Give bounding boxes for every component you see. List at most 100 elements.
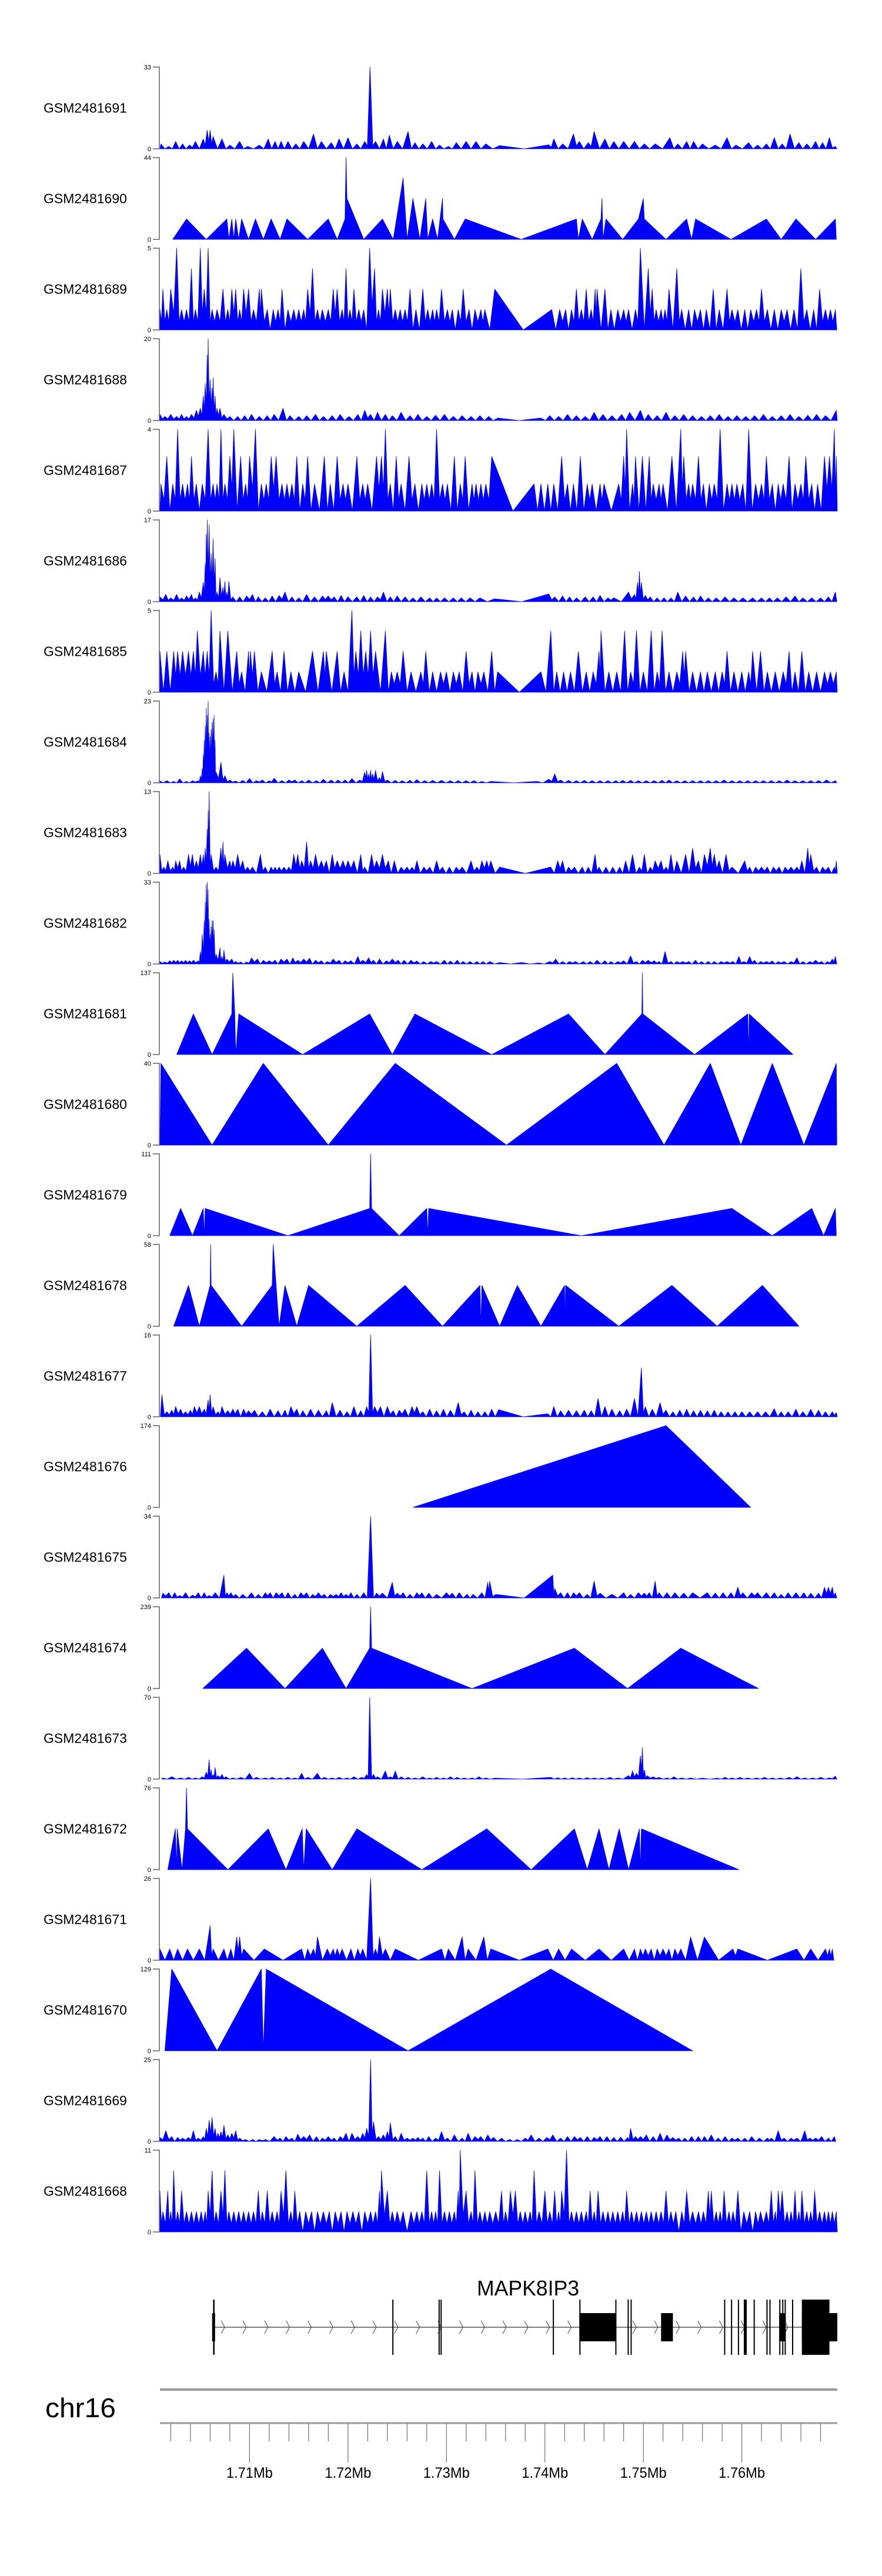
y-axis-max-label: 5 (148, 608, 151, 615)
y-axis-min-label: 0 (148, 1233, 151, 1240)
y-axis-max-label: 23 (144, 698, 151, 705)
strand-arrow-icon (480, 2320, 485, 2334)
track-label: GSM2481691 (44, 101, 127, 116)
track-y-axis (153, 1878, 160, 1961)
y-axis-min-label: 0 (148, 418, 151, 425)
track-y-axis (153, 2059, 160, 2142)
track-y-axis (153, 338, 160, 421)
coverage-area (159, 429, 838, 512)
track-y-axis (153, 700, 160, 783)
track-label: GSM2481673 (44, 1731, 127, 1746)
track-gsm2481668: GSM2481668 11 0 (44, 2147, 838, 2236)
exon-line (579, 2300, 581, 2355)
track-label: GSM2481685 (44, 644, 127, 659)
coverage-area (176, 972, 794, 1055)
y-axis-max-label: 25 (144, 2057, 151, 2064)
coverage-area (169, 1153, 837, 1236)
strand-arrow-icon (719, 2320, 723, 2334)
track-y-axis (153, 157, 160, 240)
track-label: GSM2481683 (44, 825, 127, 840)
y-axis-max-label: 4 (148, 426, 151, 433)
track-gsm2481688: GSM2481688 20 0 (44, 336, 838, 425)
track-label: GSM2481677 (44, 1369, 127, 1384)
y-axis-max-label: 76 (144, 1785, 151, 1792)
coverage-area (159, 1878, 834, 1961)
y-axis-max-label: 137 (141, 970, 151, 977)
coverage-area (160, 1334, 838, 1417)
coverage-area (161, 1516, 837, 1599)
track-label: GSM2481680 (44, 1097, 127, 1112)
track-label: GSM2481690 (44, 191, 127, 206)
exon-line (213, 2300, 215, 2355)
y-axis-max-label: 58 (144, 1242, 151, 1249)
y-axis-max-label: 34 (144, 1513, 151, 1520)
exon-line (791, 2300, 793, 2355)
strand-arrow-icon (697, 2320, 702, 2334)
y-axis-max-label: 44 (144, 155, 151, 162)
gene-name-label: MAPK8IP3 (477, 2276, 579, 2300)
y-axis-min-label: 0 (148, 508, 151, 515)
x-tick-label: 1.71Mb (226, 2465, 273, 2481)
y-axis-min-label: 0 (148, 1323, 151, 1330)
track-label: GSM2481682 (44, 916, 127, 931)
track-y-axis (153, 1968, 160, 2051)
track-y-axis (153, 519, 160, 602)
y-axis-min-label: 0 (148, 870, 151, 877)
track-y-axis (153, 791, 160, 874)
y-axis-min-label: 0 (148, 689, 151, 696)
x-tick-label: 1.72Mb (325, 2465, 371, 2481)
track-label: GSM2481674 (44, 1640, 127, 1656)
x-tick-label: 1.74Mb (522, 2465, 568, 2481)
coverage-area (159, 338, 838, 421)
gene-track: MAPK8IP3 (212, 2276, 837, 2355)
exon-line (438, 2300, 440, 2355)
coverage-area (159, 66, 837, 149)
exon-line (615, 2300, 617, 2355)
exon-line (779, 2300, 781, 2355)
strand-arrow-icon (286, 2320, 290, 2334)
coverage-area (173, 1244, 800, 1327)
track-gsm2481671: GSM2481671 26 0 (44, 1876, 834, 1964)
strand-arrow-icon (502, 2320, 507, 2334)
track-y-axis (153, 1516, 160, 1599)
y-axis-min-label: 0 (148, 1142, 151, 1149)
strand-arrow-icon (524, 2320, 529, 2334)
y-axis-min-label: 0 (148, 2138, 151, 2145)
track-label: GSM2481672 (44, 1821, 127, 1837)
coverage-area (412, 1425, 751, 1508)
exon-line (737, 2300, 739, 2355)
genome-axis: chr16 1.71Mb 1.72Mb 1.73Mb 1.74Mb 1.75Mb 1.76… (45, 2388, 837, 2481)
y-axis-max-label: 16 (144, 1332, 151, 1339)
y-axis-min-label: 0 (148, 1504, 151, 1511)
track-y-axis (153, 1697, 160, 1780)
track-label: GSM2481676 (44, 1459, 127, 1474)
y-axis-max-label: 13 (144, 789, 151, 796)
exon-block (801, 2313, 837, 2341)
track-gsm2481677: GSM2481677 16 0 (44, 1332, 838, 1421)
track-y-axis (153, 1787, 160, 1870)
track-label: GSM2481668 (44, 2184, 127, 2199)
track-y-axis (153, 1244, 160, 1327)
strand-arrow-icon (394, 2320, 399, 2334)
track-gsm2481685: GSM2481685 5 0 (44, 608, 838, 696)
y-axis-max-label: 70 (144, 1694, 151, 1701)
exon-line (392, 2300, 394, 2355)
coverage-area (159, 2059, 836, 2142)
y-axis-min-label: 0 (148, 327, 151, 334)
track-y-axis (153, 972, 160, 1055)
track-label: GSM2481688 (44, 372, 127, 388)
coverage-area (167, 1787, 739, 1870)
track-gsm2481676: GSM2481676 174 0 (44, 1423, 751, 1511)
y-axis-min-label: 0 (148, 236, 151, 243)
track-label: GSM2481684 (44, 735, 127, 750)
exon-line (769, 2300, 771, 2355)
y-axis-max-label: 17 (144, 517, 151, 524)
strand-arrow-icon (242, 2320, 247, 2334)
y-axis-max-label: 20 (144, 336, 151, 343)
track-gsm2481680: GSM2481680 40 0 (44, 1060, 837, 1149)
y-axis-min-label: 0 (148, 2048, 151, 2055)
track-label: GSM2481670 (44, 2003, 127, 2018)
track-gsm2481675: GSM2481675 34 0 (44, 1513, 837, 1602)
track-y-axis (153, 1606, 160, 1689)
track-label: GSM2481686 (44, 553, 127, 569)
